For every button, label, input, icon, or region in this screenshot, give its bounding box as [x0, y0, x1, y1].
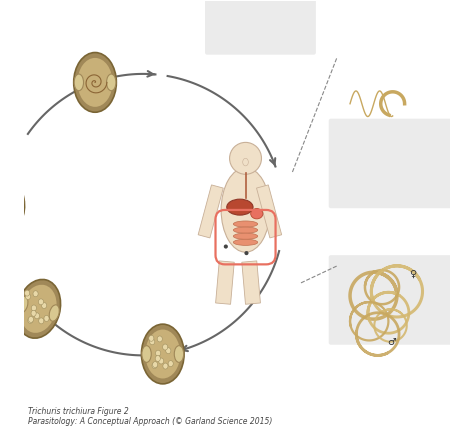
- Ellipse shape: [142, 346, 151, 362]
- Ellipse shape: [44, 316, 49, 321]
- Ellipse shape: [18, 296, 28, 313]
- Ellipse shape: [0, 206, 4, 212]
- Ellipse shape: [0, 173, 25, 232]
- Ellipse shape: [251, 209, 263, 219]
- Ellipse shape: [233, 221, 258, 227]
- Ellipse shape: [3, 193, 8, 198]
- Ellipse shape: [28, 316, 34, 322]
- Text: Trichuris trichiura Figure 2: Trichuris trichiura Figure 2: [28, 406, 129, 415]
- Ellipse shape: [78, 58, 112, 107]
- Ellipse shape: [49, 305, 59, 321]
- Ellipse shape: [153, 362, 158, 368]
- Ellipse shape: [0, 184, 2, 190]
- Text: Parasitology: A Conceptual Approach (© Garland Science 2015): Parasitology: A Conceptual Approach (© G…: [28, 417, 273, 426]
- Ellipse shape: [150, 339, 155, 345]
- Polygon shape: [256, 185, 282, 238]
- Ellipse shape: [3, 212, 8, 218]
- Ellipse shape: [233, 227, 258, 233]
- Ellipse shape: [28, 317, 33, 323]
- Ellipse shape: [26, 294, 31, 300]
- Ellipse shape: [6, 196, 11, 202]
- Ellipse shape: [157, 336, 162, 342]
- Ellipse shape: [14, 191, 24, 208]
- Polygon shape: [242, 261, 260, 304]
- Ellipse shape: [155, 350, 161, 356]
- Ellipse shape: [39, 318, 44, 324]
- Ellipse shape: [35, 313, 39, 319]
- Ellipse shape: [166, 348, 171, 354]
- Ellipse shape: [233, 233, 258, 239]
- Ellipse shape: [42, 303, 46, 308]
- Ellipse shape: [17, 280, 61, 338]
- Ellipse shape: [74, 74, 83, 91]
- Ellipse shape: [74, 52, 116, 112]
- Ellipse shape: [0, 199, 1, 205]
- Text: ♀: ♀: [409, 268, 416, 279]
- FancyBboxPatch shape: [238, 163, 253, 180]
- Ellipse shape: [152, 362, 157, 369]
- Ellipse shape: [25, 290, 30, 296]
- Ellipse shape: [145, 329, 180, 378]
- Polygon shape: [198, 185, 223, 238]
- Ellipse shape: [33, 291, 38, 297]
- Ellipse shape: [168, 361, 173, 367]
- FancyBboxPatch shape: [328, 119, 452, 208]
- Ellipse shape: [31, 305, 36, 311]
- Circle shape: [224, 245, 228, 249]
- Ellipse shape: [38, 299, 44, 305]
- Ellipse shape: [163, 363, 168, 369]
- Ellipse shape: [159, 358, 164, 364]
- Circle shape: [229, 142, 262, 174]
- Ellipse shape: [31, 310, 36, 316]
- Circle shape: [245, 251, 248, 255]
- Ellipse shape: [20, 285, 56, 333]
- Ellipse shape: [243, 158, 248, 166]
- Ellipse shape: [155, 356, 160, 362]
- Ellipse shape: [221, 168, 270, 252]
- Text: ♂: ♂: [387, 337, 396, 347]
- Ellipse shape: [141, 324, 184, 384]
- Ellipse shape: [9, 209, 13, 215]
- Ellipse shape: [149, 335, 154, 341]
- FancyBboxPatch shape: [205, 0, 316, 55]
- Ellipse shape: [174, 346, 183, 362]
- Ellipse shape: [0, 178, 21, 227]
- Ellipse shape: [107, 74, 116, 91]
- Ellipse shape: [233, 239, 258, 246]
- Ellipse shape: [227, 199, 253, 215]
- FancyBboxPatch shape: [328, 255, 452, 345]
- Polygon shape: [216, 261, 234, 304]
- Ellipse shape: [163, 344, 168, 350]
